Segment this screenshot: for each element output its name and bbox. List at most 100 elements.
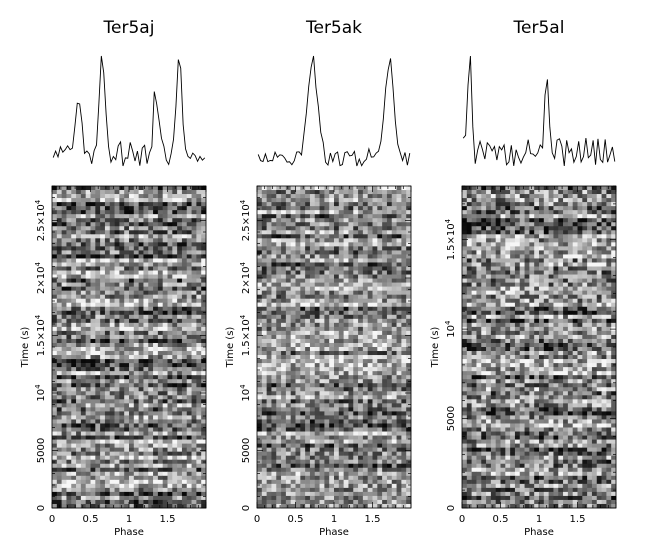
heatmap-cell bbox=[281, 310, 287, 316]
heatmap-cell bbox=[319, 407, 325, 412]
heatmap-cell bbox=[56, 310, 62, 316]
heatmap-cell bbox=[90, 282, 96, 287]
heatmap-cell bbox=[61, 431, 67, 436]
heatmap-cell bbox=[61, 190, 67, 195]
heatmap-cell bbox=[90, 411, 96, 416]
heatmap-cell bbox=[382, 314, 388, 320]
heatmap-cell bbox=[386, 451, 393, 456]
heatmap-cell bbox=[391, 262, 397, 267]
heatmap-cell bbox=[129, 286, 135, 291]
heatmap-cell bbox=[300, 294, 306, 300]
heatmap-cell bbox=[181, 499, 188, 505]
heatmap-cell bbox=[196, 423, 202, 428]
heatmap-cell bbox=[382, 338, 388, 344]
heatmap-cell bbox=[406, 363, 412, 368]
heatmap-cell bbox=[100, 294, 106, 300]
heatmap-cell bbox=[61, 242, 67, 247]
heatmap-cell bbox=[104, 379, 111, 384]
heatmap-cell bbox=[261, 206, 267, 211]
heatmap-cell bbox=[177, 230, 183, 235]
heatmap-cell bbox=[90, 419, 96, 424]
heatmap-cell bbox=[367, 194, 373, 199]
heatmap-cell bbox=[177, 226, 183, 231]
heatmap-cell bbox=[177, 210, 183, 215]
heatmap-cell bbox=[338, 190, 344, 195]
heatmap-cell bbox=[186, 242, 192, 247]
heatmap-cell bbox=[319, 399, 325, 404]
heatmap-cell bbox=[95, 318, 101, 324]
heatmap-cell bbox=[85, 415, 91, 420]
heatmap-cell bbox=[114, 334, 120, 340]
heatmap-cell bbox=[367, 314, 373, 320]
heatmap-cell bbox=[181, 487, 188, 493]
heatmap-cell bbox=[104, 274, 111, 279]
heatmap-cell bbox=[119, 278, 125, 283]
heatmap-cell bbox=[362, 314, 368, 320]
heatmap-cell bbox=[295, 238, 301, 243]
heatmap-cell bbox=[201, 330, 207, 336]
heatmap-cell bbox=[334, 351, 340, 356]
heatmap-cell bbox=[391, 342, 397, 348]
heatmap-cell bbox=[129, 415, 135, 420]
heatmap-cell bbox=[61, 234, 67, 239]
heatmap-cell bbox=[157, 250, 163, 255]
heatmap-cell bbox=[257, 270, 263, 275]
heatmap-cell bbox=[196, 435, 202, 440]
heatmap-cell bbox=[391, 330, 397, 336]
heatmap-cell bbox=[148, 230, 154, 235]
heatmap-cell bbox=[348, 314, 354, 320]
heatmap-cell bbox=[119, 455, 125, 461]
heatmap-cell bbox=[177, 242, 183, 247]
heatmap-cell bbox=[148, 351, 154, 356]
heatmap-cell bbox=[406, 355, 412, 360]
heatmap-cell bbox=[367, 415, 373, 420]
heatmap-cell bbox=[257, 367, 263, 372]
heatmap-cell bbox=[104, 194, 111, 199]
heatmap-cell bbox=[348, 471, 354, 477]
heatmap-cell bbox=[319, 262, 325, 267]
heatmap-cell bbox=[172, 262, 178, 267]
heatmap-cell bbox=[386, 399, 393, 404]
heatmap-cell bbox=[162, 274, 168, 279]
heatmap-cell bbox=[143, 371, 149, 376]
heatmap-cell bbox=[257, 262, 263, 267]
heatmap-cell bbox=[162, 338, 168, 344]
heatmap-cell bbox=[186, 294, 192, 300]
heatmap-cell bbox=[271, 298, 277, 304]
heatmap-cell bbox=[348, 194, 354, 199]
heatmap-cell bbox=[196, 234, 202, 239]
heatmap-cell bbox=[181, 443, 188, 448]
heatmap-cell bbox=[261, 226, 267, 231]
heatmap-cell bbox=[186, 419, 192, 424]
heatmap-cell bbox=[290, 306, 296, 312]
heatmap-cell bbox=[181, 314, 188, 320]
heatmap-cell bbox=[109, 290, 115, 295]
heatmap-cell bbox=[80, 455, 86, 461]
heatmap-cell bbox=[377, 214, 383, 219]
heatmap-cell bbox=[162, 475, 168, 481]
heatmap-cell bbox=[271, 206, 277, 211]
heatmap-cell bbox=[71, 326, 77, 332]
heatmap-cell bbox=[305, 447, 311, 452]
heatmap-cell bbox=[343, 274, 349, 279]
heatmap-cell bbox=[133, 363, 139, 368]
heatmap-cell bbox=[309, 359, 316, 364]
heatmap-cell bbox=[276, 387, 282, 392]
heatmap-cell bbox=[201, 262, 207, 267]
heatmap-cell bbox=[348, 439, 354, 444]
heatmap-cell bbox=[377, 266, 383, 271]
heatmap-cell bbox=[201, 503, 207, 509]
heatmap-cell bbox=[181, 254, 188, 259]
heatmap-cell bbox=[52, 399, 58, 404]
heatmap-cell bbox=[201, 342, 207, 348]
heatmap-cell bbox=[138, 395, 144, 400]
heatmap-cell bbox=[329, 294, 335, 300]
heatmap-cell bbox=[372, 415, 378, 420]
heatmap-cell bbox=[319, 443, 325, 448]
heatmap-cell bbox=[109, 338, 115, 344]
heatmap-cell bbox=[56, 190, 62, 195]
heatmap-cell bbox=[314, 246, 320, 251]
heatmap-cell bbox=[138, 318, 144, 324]
heatmap-cell bbox=[276, 334, 282, 340]
heatmap-cell bbox=[343, 226, 349, 231]
